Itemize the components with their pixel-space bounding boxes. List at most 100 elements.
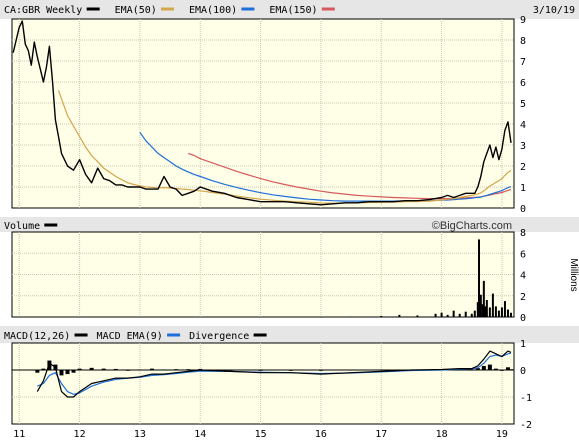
x-tick-label: 19: [496, 429, 508, 440]
ema50-line: [57, 90, 512, 204]
price-y-tick-label: 6: [520, 78, 526, 89]
macd-y-tick-label: 1: [520, 339, 526, 350]
volume-bar: [506, 309, 509, 317]
divergence-bar: [65, 370, 70, 375]
x-tick-label: 14: [194, 429, 206, 440]
x-tick-label: 13: [134, 429, 146, 440]
divergence-bar: [101, 368, 106, 370]
price-y-tick-label: 3: [520, 141, 526, 152]
volume-bar: [497, 310, 500, 317]
price-y-tick-label: 2: [520, 162, 526, 173]
price-legend-label: EMA(100): [189, 5, 237, 16]
volume-bar: [48, 316, 51, 318]
x-tick-label: 16: [315, 429, 327, 440]
volume-bar: [398, 314, 401, 317]
macd-plot-area: [11, 342, 515, 425]
price-header: [0, 0, 579, 19]
volume-bar: [485, 300, 488, 317]
x-tick-label: 11: [13, 429, 25, 440]
divergence-bar: [41, 368, 46, 370]
price-legend-label: EMA(50): [115, 5, 157, 16]
divergence-bar: [149, 368, 154, 370]
volume-bar: [452, 310, 455, 317]
price-legend-label: CA:GBR Weekly: [4, 5, 82, 16]
volume-bar: [478, 239, 481, 317]
divergence-bar: [47, 360, 52, 370]
volume-bar: [509, 312, 512, 317]
price-y-tick-label: 5: [520, 99, 526, 110]
volume-bar: [464, 311, 467, 317]
volume-y-tick-label: 2: [520, 292, 526, 303]
divergence-bar: [77, 368, 82, 370]
volume-bar: [470, 313, 473, 317]
volume-bar: [458, 313, 461, 317]
volume-bar: [473, 310, 476, 317]
date-label: 3/10/19: [533, 5, 575, 16]
macd-legend-label: MACD(12,26): [4, 331, 70, 342]
volume-bar: [494, 306, 497, 317]
volume-axis-label: Millions: [568, 258, 579, 291]
volume-bar: [446, 314, 449, 317]
volume-bar: [484, 306, 487, 317]
macd-y-tick-label: -2: [520, 420, 532, 431]
macd-line: [36, 350, 512, 398]
price-y-tick-label: 7: [520, 57, 526, 68]
volume-bar: [491, 293, 494, 317]
volume-y-tick-label: 8: [520, 228, 526, 239]
volume-bar: [482, 280, 485, 317]
price-y-tick-label: 0: [520, 204, 526, 215]
price-line: [12, 20, 512, 206]
x-tick-label: 18: [436, 429, 448, 440]
divergence-bar: [505, 367, 510, 370]
volume-bar: [108, 316, 111, 318]
price-y-tick-label: 9: [520, 15, 526, 26]
price-legend-label: EMA(150): [269, 5, 317, 16]
macd-legend-label: Divergence: [189, 331, 249, 342]
divergence-bar: [481, 365, 486, 370]
volume-bar: [350, 316, 353, 318]
volume-bar: [289, 316, 292, 318]
divergence-bar: [59, 370, 64, 376]
volume-header: [0, 217, 579, 232]
volume-bar: [138, 316, 141, 318]
volume-y-tick-label: 4: [520, 271, 526, 282]
divergence-bar: [113, 368, 118, 370]
volume-bar: [440, 312, 443, 317]
divergence-bar: [475, 368, 480, 370]
divergence-bar: [71, 370, 76, 373]
volume-bar: [169, 316, 172, 318]
volume-legend-label: Volume: [4, 221, 40, 232]
divergence-bar: [487, 364, 492, 370]
x-tick-label: 17: [375, 429, 387, 440]
price-plot-area: [11, 18, 515, 209]
macd-signal-line: [37, 352, 512, 395]
watermark: ©BigCharts.com: [432, 220, 512, 232]
macd-y-tick-label: -1: [520, 393, 532, 404]
ema150-line: [188, 152, 512, 200]
volume-y-tick-label: 6: [520, 249, 526, 260]
volume-bar: [488, 307, 491, 317]
volume-bar: [319, 316, 322, 318]
volume-bar: [476, 302, 479, 317]
volume-bar: [229, 316, 232, 318]
price-y-tick-label: 4: [520, 120, 526, 131]
volume-bar: [380, 315, 383, 317]
volume-bar: [481, 304, 484, 317]
volume-bar: [18, 316, 21, 318]
volume-bar: [259, 316, 262, 318]
volume-y-tick-label: 0: [520, 313, 526, 324]
divergence-bar: [35, 370, 40, 373]
macd-y-tick-label: 0: [520, 366, 526, 377]
volume-bar: [199, 316, 202, 318]
volume-bar: [503, 301, 506, 317]
price-y-tick-label: 8: [520, 36, 526, 47]
macd-header: [0, 326, 579, 343]
divergence-bar: [493, 368, 498, 370]
volume-bar: [500, 307, 503, 317]
x-tick-label: 15: [255, 429, 267, 440]
macd-legend-label: MACD EMA(9): [97, 331, 163, 342]
x-tick-label: 12: [74, 429, 86, 440]
volume-bar: [479, 294, 482, 317]
